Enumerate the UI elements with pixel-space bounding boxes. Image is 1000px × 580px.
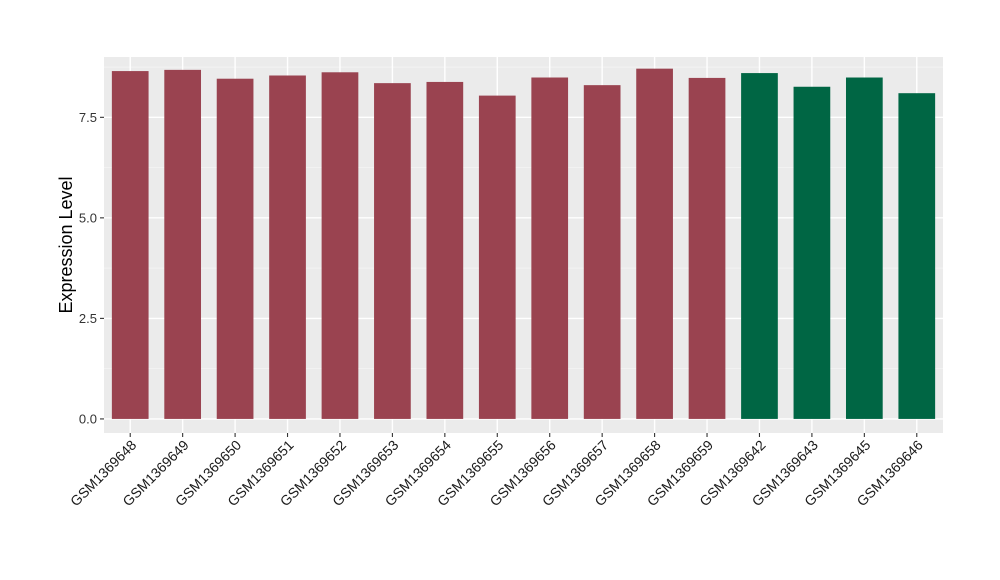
y-axis-title: Expression Level [56,176,76,313]
y-tick-label: 2.5 [79,311,97,326]
bar-GSM1369649 [164,69,202,419]
x-axis: GSM1369648GSM1369649GSM1369650GSM1369651… [67,433,926,509]
bar-GSM1369659 [688,77,726,419]
bar-GSM1369652 [321,72,359,419]
bar-GSM1369656 [531,77,569,419]
bar-GSM1369642 [741,73,778,419]
y-tick-label: 5.0 [79,210,97,225]
bar-GSM1369654 [426,81,464,419]
bar-GSM1369655 [478,95,516,419]
bar-GSM1369651 [269,75,306,419]
bars [111,68,936,419]
y-tick-label: 0.0 [79,411,97,426]
bar-GSM1369648 [111,71,149,419]
bar-GSM1369653 [374,83,411,419]
bar-GSM1369646 [898,93,936,419]
bar-GSM1369643 [793,86,831,419]
bar-GSM1369650 [216,78,254,419]
bar-GSM1369645 [845,77,883,419]
y-tick-label: 7.5 [79,110,97,125]
bar-GSM1369657 [583,85,621,419]
bar-GSM1369658 [636,68,673,419]
y-axis: 0.0 2.5 5.0 7.5 [79,110,104,426]
